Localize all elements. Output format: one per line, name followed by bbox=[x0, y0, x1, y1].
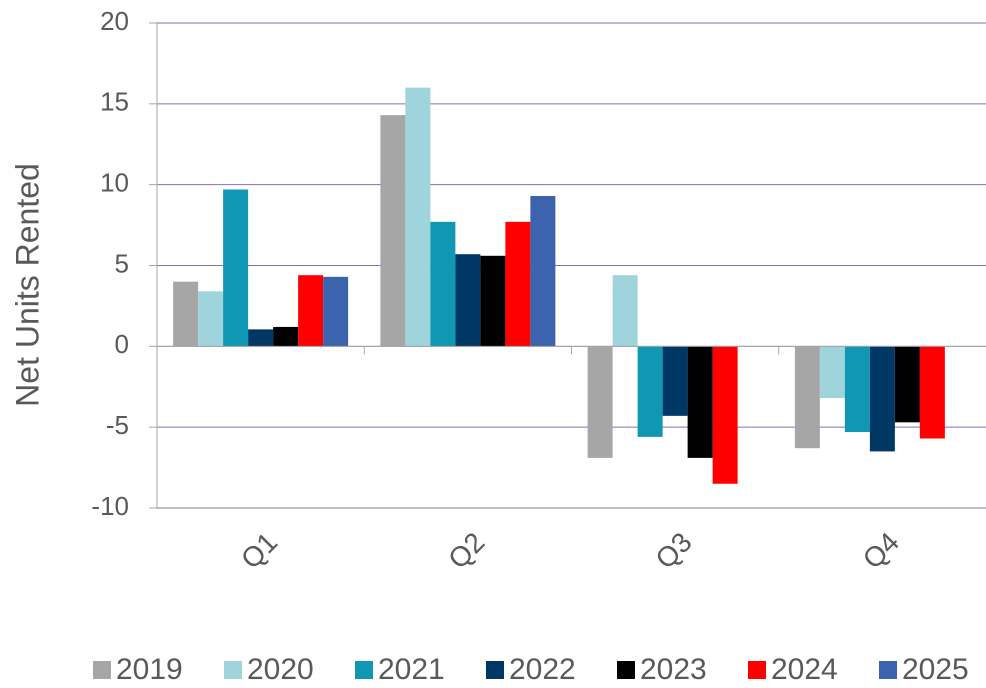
legend-swatch bbox=[224, 661, 242, 679]
y-tick-label: 0 bbox=[115, 329, 129, 359]
bar bbox=[430, 221, 456, 347]
legend-label: 2021 bbox=[378, 653, 445, 686]
bar bbox=[198, 291, 224, 347]
bar bbox=[223, 189, 249, 347]
legend-swatch bbox=[93, 661, 111, 679]
x-tick-label: Q1 bbox=[235, 526, 283, 574]
legend-label: 2023 bbox=[640, 653, 707, 686]
bar bbox=[587, 346, 613, 458]
bar bbox=[323, 276, 349, 347]
legend-label: 2024 bbox=[771, 653, 838, 686]
y-tick-label: 15 bbox=[100, 87, 129, 117]
legend-swatch bbox=[879, 661, 897, 679]
x-tick-label: Q3 bbox=[649, 526, 697, 574]
legend-label: 2022 bbox=[509, 653, 576, 686]
y-tick-label: 5 bbox=[115, 248, 129, 278]
bar bbox=[612, 275, 638, 347]
legend-swatch bbox=[748, 661, 766, 679]
bar bbox=[637, 346, 663, 437]
bar bbox=[380, 115, 406, 347]
legend-label: 2019 bbox=[116, 653, 183, 686]
bar bbox=[455, 254, 481, 347]
bar bbox=[794, 346, 820, 449]
bar bbox=[687, 346, 713, 458]
x-tick-label: Q2 bbox=[442, 526, 490, 574]
y-axis-label: Net Units Rented bbox=[9, 163, 45, 407]
y-tick-label: -5 bbox=[106, 410, 129, 440]
bar bbox=[530, 195, 556, 347]
bar bbox=[712, 346, 738, 484]
bar bbox=[298, 275, 324, 347]
bar bbox=[819, 346, 845, 399]
bar bbox=[273, 326, 299, 347]
bar bbox=[662, 346, 688, 416]
bar bbox=[844, 346, 870, 433]
bar bbox=[894, 346, 920, 423]
y-tick-label: 10 bbox=[100, 168, 129, 198]
bar bbox=[248, 329, 274, 347]
bar bbox=[869, 346, 895, 452]
bar bbox=[505, 221, 531, 347]
bar bbox=[405, 87, 431, 347]
legend-label: 2020 bbox=[247, 653, 314, 686]
bar bbox=[173, 281, 199, 347]
x-tick-label: Q4 bbox=[857, 526, 905, 574]
legend-swatch bbox=[617, 661, 635, 679]
legend-label: 2025 bbox=[902, 653, 969, 686]
bar bbox=[480, 255, 506, 347]
legend-swatch bbox=[486, 661, 504, 679]
legend-swatch bbox=[355, 661, 373, 679]
y-tick-label: 20 bbox=[100, 6, 129, 36]
y-tick-label: -10 bbox=[91, 491, 129, 521]
bar bbox=[919, 346, 945, 439]
